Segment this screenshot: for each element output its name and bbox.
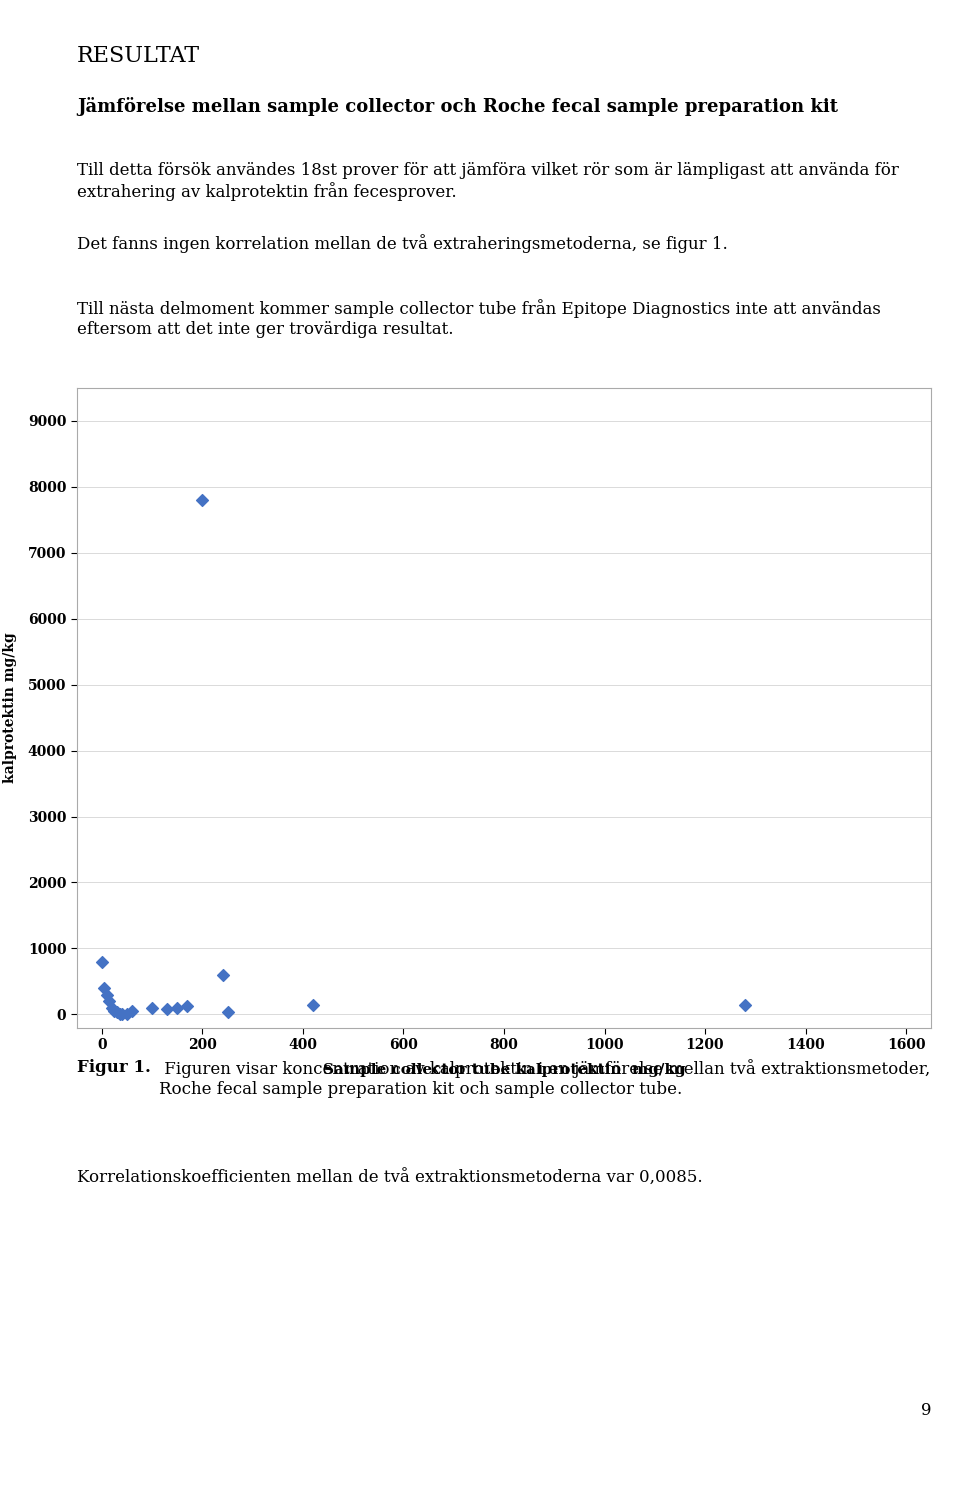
Point — [111, 1001, 127, 1025]
Point — [97, 976, 112, 1000]
Y-axis label: Roche fecal sample preparation kit
kalprotektin mg/kg: Roche fecal sample preparation kit kalpr… — [0, 571, 16, 845]
Point — [170, 995, 185, 1019]
Text: Till nästa delmoment kommer sample collector tube från Epitope Diagnostics inte : Till nästa delmoment kommer sample colle… — [77, 298, 880, 337]
Point — [105, 995, 120, 1019]
Text: Figur 1.: Figur 1. — [77, 1060, 151, 1076]
Point — [125, 1000, 140, 1024]
Point — [119, 1003, 134, 1027]
Point — [215, 962, 230, 986]
Point — [99, 983, 114, 1007]
Point — [102, 989, 117, 1013]
Point — [737, 992, 753, 1016]
Point — [109, 1000, 125, 1024]
Text: Korrelationskoefficienten mellan de två extraktionsmetoderna var 0,0085.: Korrelationskoefficienten mellan de två … — [77, 1169, 703, 1187]
Text: Det fanns ingen korrelation mellan de två extraheringsmetoderna, se figur 1.: Det fanns ingen korrelation mellan de tv… — [77, 234, 728, 253]
Point — [107, 1000, 122, 1024]
Point — [114, 1003, 130, 1027]
Point — [305, 992, 321, 1016]
X-axis label: Sample collector tube kalprotektin  mg/kg: Sample collector tube kalprotektin mg/kg — [323, 1063, 685, 1078]
Text: RESULTAT: RESULTAT — [77, 45, 200, 67]
Point — [220, 1000, 235, 1024]
Text: Jämförelse mellan sample collector och Roche fecal sample preparation kit: Jämförelse mellan sample collector och R… — [77, 97, 838, 115]
Point — [195, 489, 210, 513]
Text: 9: 9 — [921, 1403, 931, 1420]
Point — [180, 994, 195, 1018]
Text: Till detta försök användes 18st prover för att jämföra vilket rör som är lämplig: Till detta försök användes 18st prover f… — [77, 162, 899, 201]
Point — [94, 950, 109, 974]
Text: Figuren visar koncentration av kalprotektin i en jämförelse mellan två extraktio: Figuren visar koncentration av kalprotek… — [158, 1060, 930, 1097]
Point — [159, 997, 175, 1021]
Point — [145, 995, 160, 1019]
